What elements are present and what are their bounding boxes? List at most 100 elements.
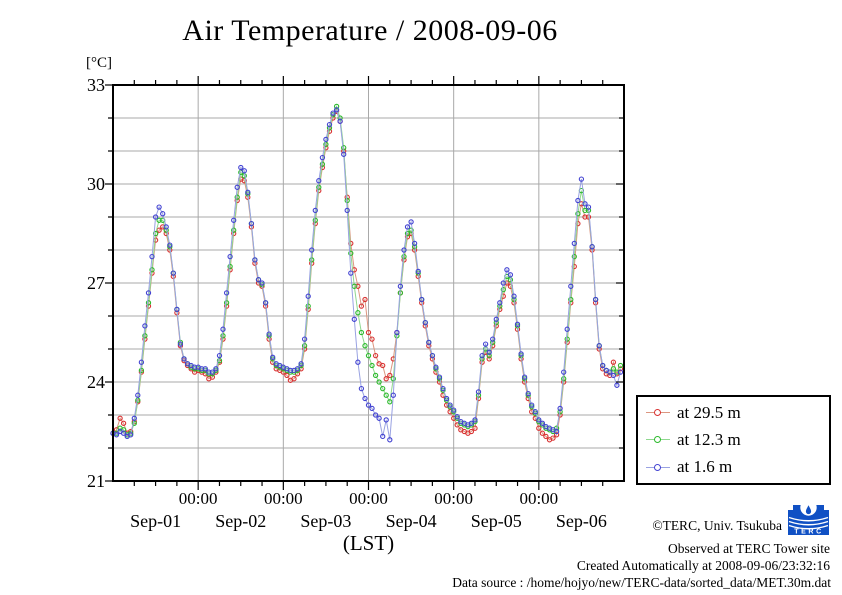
data-point-marker — [156, 227, 162, 233]
data-point-marker — [472, 425, 478, 431]
data-point-marker — [216, 357, 223, 364]
data-point-marker — [120, 430, 127, 436]
data-point-marker — [596, 343, 602, 349]
data-point-marker — [355, 359, 361, 365]
y-tick-label: 21 — [87, 471, 105, 491]
data-point-marker — [209, 369, 216, 375]
data-point-marker — [397, 283, 404, 289]
data-point-marker — [607, 369, 613, 375]
data-point-marker — [372, 412, 379, 418]
data-point-marker — [582, 207, 588, 214]
data-point-marker — [255, 277, 262, 283]
data-point-marker — [358, 303, 365, 309]
data-point-marker — [475, 389, 482, 395]
data-point-marker — [358, 385, 365, 392]
data-point-marker — [376, 379, 382, 385]
data-point-marker — [380, 433, 386, 440]
data-point-marker — [372, 372, 379, 379]
data-point-marker — [344, 207, 350, 214]
data-point-marker — [149, 267, 155, 273]
data-point-marker — [170, 270, 176, 276]
data-point-marker — [451, 407, 457, 413]
data-point-marker — [231, 217, 237, 223]
created-timestamp-text: Created Automatically at 2008-09-06/23:3… — [576, 558, 830, 573]
data-point-marker — [362, 296, 368, 303]
axis-ticks — [105, 76, 623, 490]
data-point-marker — [380, 385, 386, 392]
data-point-marker — [376, 415, 382, 421]
data-point-marker — [167, 242, 173, 248]
legend-label: at 12.3 m — [677, 429, 741, 449]
x-day-label: Sep-04 — [386, 511, 437, 531]
data-point-marker — [323, 141, 329, 148]
data-point-marker — [326, 121, 333, 128]
data-point-marker — [142, 323, 148, 329]
data-point-marker — [575, 197, 581, 204]
y-tick-label: 27 — [87, 273, 105, 293]
data-point-marker — [262, 300, 269, 306]
x-tick-label: 00:00 — [434, 489, 473, 508]
data-point-marker — [131, 415, 137, 421]
data-point-marker — [270, 354, 276, 360]
x-tick-labels: 00:00 00:00 00:00 00:00 00:00 Sep-01 Sep-02 Sep… — [130, 489, 607, 531]
legend-marker-red-icon — [646, 408, 670, 417]
data-point-marker — [227, 253, 233, 260]
data-point-marker — [113, 432, 120, 438]
data-point-marker — [571, 240, 577, 247]
data-point-marker — [163, 224, 169, 230]
data-point-marker — [312, 207, 318, 214]
series-line — [112, 108, 621, 440]
data-point-marker — [333, 107, 340, 113]
data-point-marker — [323, 136, 329, 143]
data-point-marker — [149, 253, 155, 260]
data-point-marker — [536, 425, 542, 431]
data-point-marker — [543, 433, 549, 440]
data-point-marker — [223, 300, 230, 306]
data-point-marker — [305, 303, 311, 309]
x-day-label: Sep-05 — [471, 511, 522, 531]
data-point-marker — [372, 352, 379, 359]
data-point-marker — [564, 336, 570, 342]
data-point-marker — [245, 189, 251, 195]
data-point-marker — [607, 372, 613, 379]
copyright-text: ©TERC, Univ. Tsukuba — [652, 518, 782, 533]
data-point-marker — [316, 184, 322, 190]
data-point-marker — [419, 296, 425, 303]
x-axis-label: (LST) — [342, 531, 395, 555]
gridlines — [113, 85, 624, 481]
data-point-marker — [220, 326, 226, 332]
x-day-label: Sep-03 — [300, 511, 351, 531]
data-point-marker — [160, 211, 166, 217]
terc-logo: TERC — [788, 502, 829, 536]
data-point-marker — [600, 362, 606, 369]
data-point-marker — [369, 336, 375, 342]
series-at-12-3-m — [110, 103, 624, 438]
data-point-marker — [486, 356, 492, 362]
data-point-marker — [440, 385, 446, 392]
data-point-marker — [152, 230, 159, 237]
data-point-marker — [234, 194, 240, 200]
data-point-marker — [557, 405, 563, 412]
data-point-marker — [482, 341, 489, 347]
data-point-marker — [507, 272, 514, 278]
data-point-marker — [500, 286, 506, 293]
data-point-marker — [351, 316, 357, 322]
data-point-marker — [422, 319, 428, 326]
y-tick-label: 30 — [87, 174, 105, 194]
data-point-marker — [312, 217, 318, 223]
x-tick-label: 00:00 — [519, 489, 558, 508]
data-point-marker — [369, 405, 375, 412]
data-point-marker — [479, 352, 485, 359]
x-day-label: Sep-02 — [215, 511, 266, 531]
data-point-marker — [355, 283, 361, 289]
data-point-marker — [362, 395, 368, 402]
data-point-marker — [152, 214, 159, 220]
data-point-marker — [206, 369, 212, 375]
data-point-marker — [120, 420, 127, 426]
legend-box: at 29.5 m at 12.3 m at 1.6 m — [636, 395, 831, 485]
data-point-marker — [504, 267, 510, 273]
data-point-marker — [536, 417, 542, 423]
data-point-marker — [592, 296, 599, 303]
data-point-marker — [138, 359, 145, 365]
data-point-marker — [568, 283, 574, 289]
